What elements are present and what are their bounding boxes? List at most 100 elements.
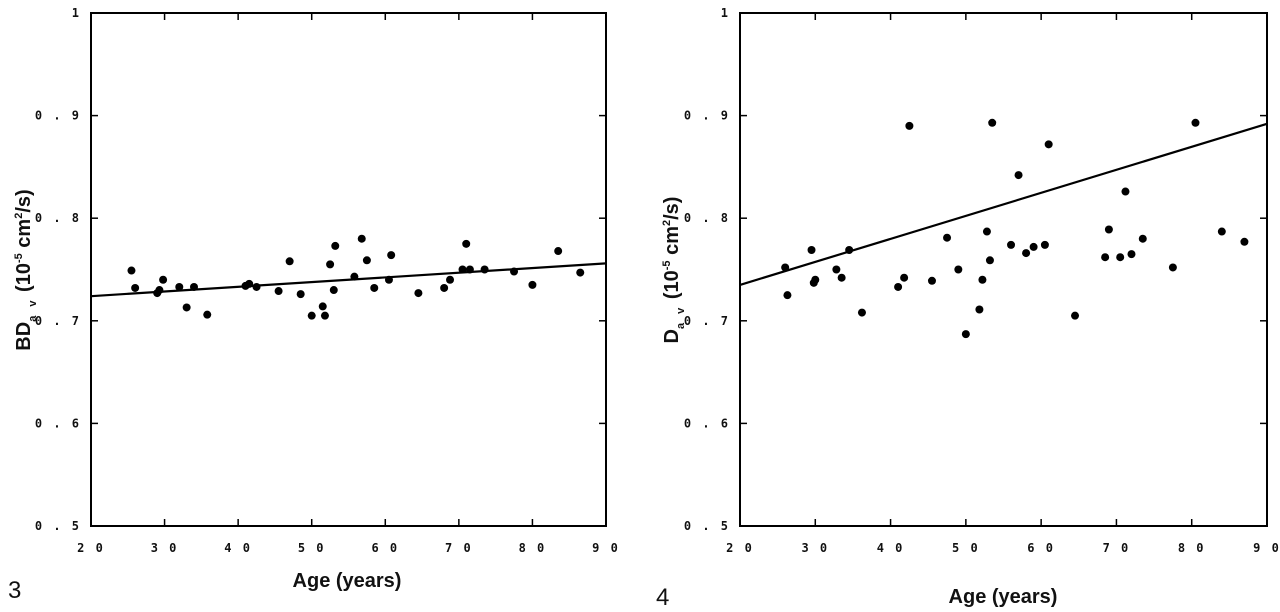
data-point bbox=[307, 311, 316, 320]
data-point bbox=[510, 267, 519, 276]
figure-number: 3 bbox=[8, 577, 21, 604]
data-point bbox=[943, 233, 952, 242]
trend-line bbox=[90, 262, 607, 298]
x-tick-label: 3 0 bbox=[151, 541, 179, 555]
data-point bbox=[905, 121, 914, 130]
data-point bbox=[182, 303, 191, 312]
y-axis-ticks: 0 . 5 0 . 6 0 . 7 0 . 8 0 . 9 1 bbox=[35, 6, 606, 533]
data-point bbox=[1101, 253, 1110, 262]
data-point bbox=[1029, 242, 1038, 251]
data-point bbox=[1138, 234, 1147, 243]
data-point bbox=[1040, 240, 1049, 249]
data-point bbox=[159, 275, 168, 284]
y-tick-label: 1 bbox=[721, 6, 730, 20]
data-points bbox=[781, 118, 1249, 339]
data-point bbox=[975, 305, 984, 314]
data-point bbox=[326, 260, 335, 269]
data-point bbox=[252, 282, 261, 291]
x-axis-ticks: 2 0 3 0 4 0 5 0 6 0 7 0 8 0 9 0 bbox=[77, 13, 620, 555]
data-point bbox=[781, 263, 790, 272]
y-tick-label: 0 . 5 bbox=[684, 519, 730, 533]
y-tick-label: 0 . 9 bbox=[35, 109, 81, 123]
y-axis-label: Da v (10-5 cm2/s) bbox=[661, 197, 687, 344]
data-point bbox=[296, 290, 305, 299]
data-point bbox=[576, 268, 585, 277]
data-point bbox=[1044, 140, 1053, 149]
data-point bbox=[331, 241, 340, 250]
x-tick-label: 9 0 bbox=[592, 541, 620, 555]
x-tick-label: 7 0 bbox=[1103, 541, 1131, 555]
data-point bbox=[190, 282, 198, 291]
data-point bbox=[245, 279, 254, 288]
x-axis-label: Age (years) bbox=[949, 586, 1058, 608]
data-point bbox=[985, 256, 994, 265]
data-point bbox=[807, 246, 816, 255]
data-point bbox=[127, 266, 136, 275]
x-tick-label: 2 0 bbox=[77, 541, 105, 555]
data-point bbox=[203, 310, 212, 319]
plot-frame bbox=[739, 12, 1268, 527]
x-tick-label: 5 0 bbox=[298, 541, 326, 555]
data-point bbox=[978, 275, 987, 284]
y-tick-label: 0 . 9 bbox=[684, 109, 730, 123]
data-point bbox=[274, 287, 283, 296]
y-tick-label: 0 . 7 bbox=[35, 314, 81, 328]
data-point bbox=[982, 227, 991, 236]
data-point bbox=[954, 265, 963, 274]
data-point bbox=[528, 280, 537, 289]
y-tick-label: 0 . 5 bbox=[35, 519, 81, 533]
data-point bbox=[1022, 249, 1031, 258]
x-tick-label: 7 0 bbox=[445, 541, 473, 555]
data-point bbox=[1217, 227, 1226, 236]
plot-frame bbox=[90, 12, 607, 527]
data-point bbox=[175, 282, 184, 291]
data-point bbox=[384, 275, 393, 284]
data-point bbox=[462, 239, 471, 248]
x-axis-ticks: 2 0 3 0 4 0 5 0 6 0 7 0 8 0 9 0 bbox=[726, 13, 1280, 555]
data-point bbox=[811, 275, 820, 284]
data-point bbox=[857, 308, 866, 317]
y-tick-label: 0 . 7 bbox=[684, 314, 730, 328]
y-tick-label: 0 . 6 bbox=[35, 416, 81, 430]
x-tick-label: 8 0 bbox=[519, 541, 547, 555]
x-tick-label: 2 0 bbox=[726, 541, 754, 555]
x-tick-label: 9 0 bbox=[1253, 541, 1280, 555]
data-point bbox=[357, 234, 366, 243]
data-point bbox=[927, 276, 936, 285]
data-point bbox=[961, 330, 970, 339]
x-tick-label: 6 0 bbox=[371, 541, 399, 555]
data-point bbox=[1168, 263, 1177, 272]
y-tick-label: 0 . 8 bbox=[684, 211, 730, 225]
data-point bbox=[131, 283, 140, 292]
data-point bbox=[318, 302, 327, 311]
data-point bbox=[285, 257, 294, 266]
data-point bbox=[894, 282, 903, 291]
y-axis-label: BDa v (10-5 cm2/s) bbox=[13, 189, 39, 350]
x-tick-label: 6 0 bbox=[1027, 541, 1055, 555]
data-point bbox=[1121, 187, 1130, 196]
data-point bbox=[1007, 240, 1016, 249]
data-point bbox=[783, 291, 792, 300]
data-points bbox=[127, 234, 585, 320]
data-point bbox=[440, 283, 449, 292]
y-tick-label: 0 . 8 bbox=[35, 211, 81, 225]
data-point bbox=[1240, 237, 1249, 246]
data-point bbox=[480, 265, 489, 274]
y-axis-ticks: 0 . 5 0 . 6 0 . 7 0 . 8 0 . 9 1 bbox=[684, 6, 1267, 533]
data-point bbox=[832, 265, 841, 274]
figure-number: 4 bbox=[656, 584, 669, 611]
trend-line bbox=[739, 122, 1268, 286]
chart-panel-4: 0 . 5 0 . 6 0 . 7 0 . 8 0 . 9 1 2 0 3 0 4 0 5 0 6… bbox=[656, 6, 1280, 611]
x-tick-label: 3 0 bbox=[801, 541, 829, 555]
data-point bbox=[900, 273, 909, 282]
data-point bbox=[414, 289, 423, 298]
data-point bbox=[320, 311, 329, 320]
x-tick-label: 4 0 bbox=[224, 541, 252, 555]
data-point bbox=[1191, 118, 1200, 127]
data-point bbox=[988, 118, 997, 127]
x-tick-label: 8 0 bbox=[1178, 541, 1206, 555]
data-point bbox=[350, 272, 359, 281]
data-point bbox=[362, 256, 371, 265]
data-point bbox=[1104, 225, 1113, 234]
